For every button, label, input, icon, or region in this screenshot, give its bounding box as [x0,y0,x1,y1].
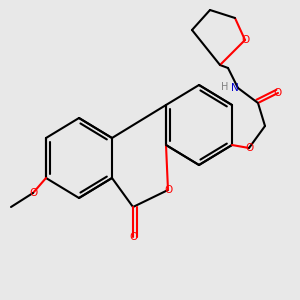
Text: H: H [221,82,229,92]
Text: O: O [274,88,282,98]
Text: O: O [241,35,249,45]
Text: O: O [129,232,137,242]
Text: O: O [245,143,253,153]
Text: O: O [164,185,172,195]
Text: O: O [29,188,37,198]
Text: N: N [230,83,238,93]
